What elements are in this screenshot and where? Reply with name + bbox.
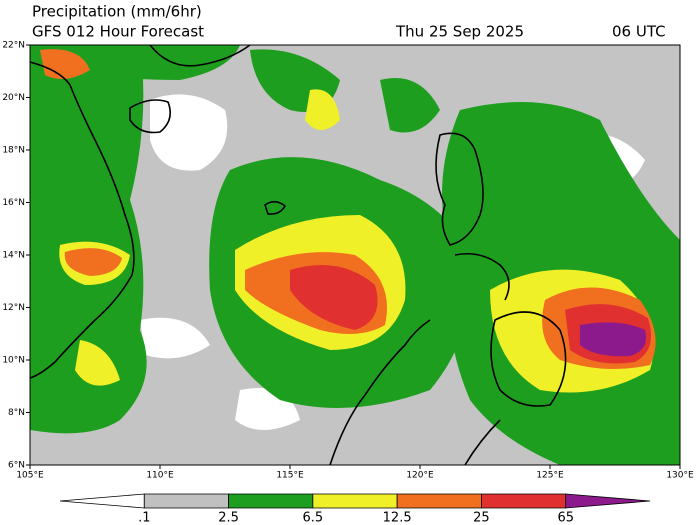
colorbar-label: 65 <box>557 511 574 525</box>
colorbar-swatch <box>312 493 398 509</box>
axes: 6°N 8°N 10°N 12°N 14°N 16°N 18°N 20°N 22°N 105°E 1… <box>2 41 694 481</box>
lat-label: 14°N <box>2 251 25 261</box>
colorbar-swatch <box>396 493 482 509</box>
coastlines <box>30 45 567 465</box>
lon-label: 120°E <box>406 471 434 481</box>
lat-label: 8°N <box>8 408 25 418</box>
lon-label: 130°E <box>666 471 694 481</box>
colorbar-swatch <box>481 493 567 509</box>
title: Precipitation (mm/6hr) <box>32 3 202 21</box>
lon-label: 105°E <box>16 471 44 481</box>
lat-label: 18°N <box>2 146 25 156</box>
lon-label: 125°E <box>536 471 564 481</box>
colorbar-swatch <box>59 493 145 509</box>
lat-label: 10°N <box>2 356 25 366</box>
colorbar-swatch <box>228 493 314 509</box>
lon-label: 115°E <box>276 471 304 481</box>
colorbar-label: .1 <box>138 511 150 525</box>
lat-label: 22°N <box>2 41 25 51</box>
lat-label: 12°N <box>2 303 25 313</box>
time: 06 UTC <box>612 23 666 41</box>
colorbar: .1 2.5 6.5 12.5 25 65 <box>59 493 651 525</box>
map <box>29 44 681 466</box>
rain-purple <box>580 322 646 357</box>
colorbar-swatch <box>143 493 229 509</box>
lat-label: 16°N <box>2 198 25 208</box>
colorbar-label: 6.5 <box>303 511 324 525</box>
lat-label: 6°N <box>8 461 25 471</box>
colorbar-label: 12.5 <box>383 511 412 525</box>
lat-label: 20°N <box>2 93 25 103</box>
lon-label: 110°E <box>146 471 174 481</box>
date: Thu 25 Sep 2025 <box>395 23 524 41</box>
subtitle: GFS 012 Hour Forecast <box>32 23 204 41</box>
colorbar-swatch <box>565 493 651 509</box>
colorbar-label: 2.5 <box>218 511 239 525</box>
colorbar-label: 25 <box>473 511 490 525</box>
